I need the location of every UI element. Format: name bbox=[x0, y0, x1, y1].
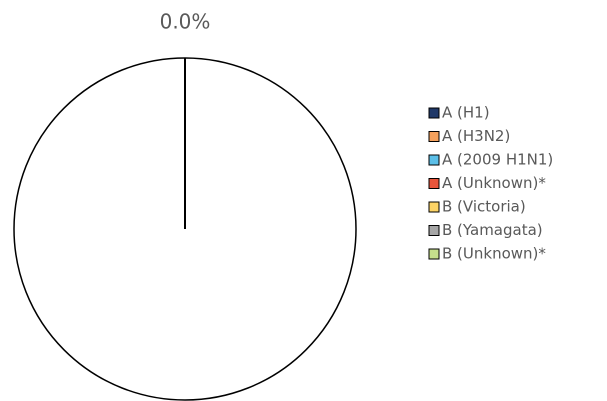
legend-label: B (Yamagata) bbox=[442, 221, 543, 239]
legend-label: B (Victoria) bbox=[442, 198, 526, 216]
legend-label: B (Unknown)* bbox=[442, 245, 546, 263]
legend-label: A (Unknown)* bbox=[442, 174, 546, 192]
legend-swatch bbox=[428, 131, 440, 142]
legend-swatch bbox=[428, 201, 440, 213]
legend-swatch bbox=[428, 248, 440, 260]
legend-swatch bbox=[428, 178, 440, 189]
data-label: 0.0% bbox=[160, 10, 211, 34]
legend-label: A (2009 H1N1) bbox=[442, 151, 553, 169]
legend-swatch bbox=[428, 154, 440, 166]
legend-label: A (H1) bbox=[442, 104, 490, 122]
legend-label: A (H3N2) bbox=[442, 127, 510, 145]
legend-swatch bbox=[428, 225, 440, 236]
legend-swatch bbox=[428, 107, 440, 119]
